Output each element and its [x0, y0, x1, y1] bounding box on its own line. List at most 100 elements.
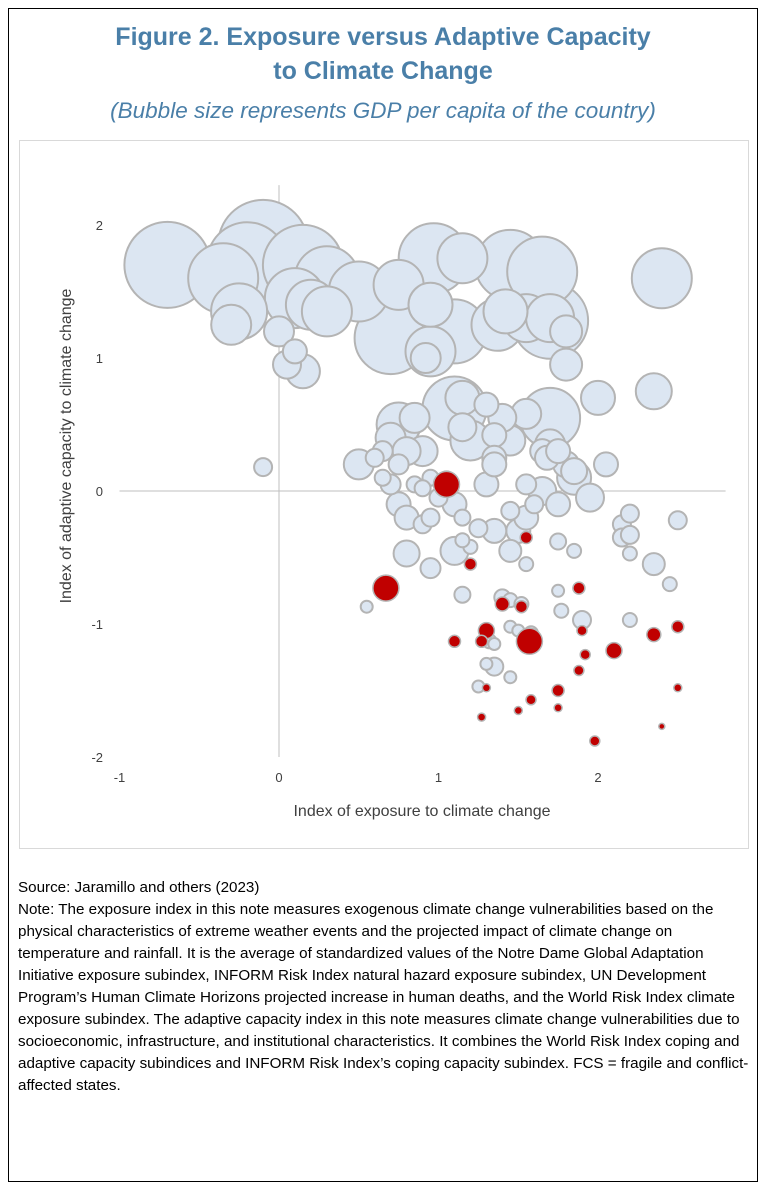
country-bubble	[413, 479, 432, 498]
country-bubble	[549, 347, 584, 382]
fcs-bubble	[589, 735, 601, 747]
fcs-bubble	[515, 627, 544, 656]
country-bubble	[281, 338, 308, 365]
x-axis-title: Index of exposure to climate change	[293, 803, 550, 820]
country-bubble	[661, 576, 678, 593]
fcs-bubble	[646, 626, 662, 643]
fcs-bubble	[494, 596, 511, 612]
country-bubble	[549, 314, 584, 349]
country-bubble	[444, 379, 481, 416]
country-bubble	[580, 379, 616, 416]
country-bubble	[359, 599, 374, 614]
fcs-bubble	[525, 694, 537, 706]
fcs-bubble	[573, 664, 585, 677]
country-bubble	[398, 401, 431, 434]
country-bubble	[500, 500, 521, 521]
country-bubble	[407, 281, 454, 328]
country-bubble	[566, 542, 583, 559]
country-bubble	[619, 524, 640, 545]
y-tick-label: 2	[96, 218, 103, 233]
x-tick-label: 1	[435, 770, 442, 785]
chart-area	[19, 140, 749, 849]
country-bubble	[518, 556, 535, 573]
note-text: Note: The exposure index in this note me…	[18, 901, 749, 1094]
source-text: Source: Jaramillo and others (2023)	[18, 879, 260, 896]
country-bubble	[364, 447, 385, 468]
country-bubble	[667, 510, 688, 531]
fcs-bubble	[463, 557, 478, 571]
chart-labels: -1 0 1 2 -2 -1 0 1 2 Index of exposure to climate…	[58, 218, 602, 820]
country-bubble	[551, 583, 566, 598]
x-tick-label: -1	[114, 770, 126, 785]
country-bubble	[253, 457, 274, 478]
country-bubble	[621, 612, 638, 628]
y-axis-title: Index of adaptive capacity to climate ch…	[58, 288, 75, 603]
y-tick-label: -1	[91, 617, 103, 632]
country-bubble	[481, 451, 508, 478]
country-bubble	[436, 232, 489, 285]
country-bubble	[503, 670, 518, 685]
country-bubble	[387, 453, 410, 476]
fcs-bubble	[553, 703, 563, 713]
country-bubble	[263, 315, 295, 348]
figure-notes: Source: Jaramillo and others (2023) Note…	[18, 877, 754, 1097]
country-bubble	[409, 342, 442, 374]
figure-title-line-1: Figure 2. Exposure versus Adaptive Capac…	[115, 23, 651, 51]
country-bubble	[560, 457, 589, 486]
country-bubble	[515, 473, 538, 496]
y-tick-label: -2	[91, 750, 103, 765]
fcs-bubble	[476, 712, 487, 722]
x-tick-label: 0	[275, 770, 282, 785]
country-bubble	[593, 451, 619, 478]
country-bubble	[473, 391, 500, 418]
country-bubble	[481, 422, 508, 449]
fcs-bubble	[576, 624, 588, 637]
country-bubble	[392, 539, 421, 568]
country-bubble	[454, 532, 471, 549]
country-bubble	[641, 552, 666, 577]
fcs-bubble	[513, 705, 524, 716]
fcs-bubble	[671, 619, 685, 634]
y-tick-label: 0	[96, 484, 103, 499]
figure-title: Figure 2. Exposure versus Adaptive Capac…	[0, 20, 766, 88]
fcs-bubble	[658, 722, 666, 731]
fcs-bubble	[474, 634, 489, 649]
fcs-bubble	[605, 641, 623, 660]
country-bubble	[553, 602, 570, 619]
fcs-bubble	[551, 683, 565, 698]
country-bubble	[419, 557, 442, 580]
y-tick-label: 1	[96, 351, 103, 366]
fcs-bubble	[514, 599, 529, 614]
figure-title-line-2: to Climate Change	[273, 57, 493, 85]
country-bubble	[545, 491, 572, 518]
scatter-chart: -1 0 1 2 -2 -1 0 1 2 Index of exposure to climate…	[58, 185, 726, 820]
fcs-bubble	[447, 634, 462, 649]
figure-frame	[8, 8, 758, 1182]
country-bubble	[524, 494, 545, 515]
country-bubble	[447, 412, 478, 443]
figure-subtitle: (Bubble size represents GDP per capita o…	[110, 98, 656, 123]
x-tick-label: 2	[594, 770, 601, 785]
country-bubble	[549, 532, 568, 551]
country-bubble	[498, 538, 523, 563]
fcs-bubble	[673, 683, 683, 693]
country-bubble	[468, 518, 489, 539]
chart-bubbles	[123, 198, 693, 747]
fcs-bubble	[572, 581, 586, 595]
country-bubble	[373, 468, 392, 487]
country-bubble	[479, 656, 494, 671]
country-bubble	[630, 247, 693, 310]
country-bubble	[634, 372, 673, 411]
fcs-bubble	[519, 530, 533, 545]
fcs-bubble	[372, 574, 400, 602]
country-bubble	[300, 285, 353, 338]
country-bubble	[545, 438, 572, 465]
country-bubble	[453, 508, 472, 527]
fcs-bubble	[579, 648, 591, 661]
fcs-bubble	[481, 683, 492, 693]
country-bubble	[619, 503, 640, 524]
country-bubble	[487, 637, 502, 651]
country-bubble	[482, 288, 529, 335]
country-bubble	[575, 482, 605, 513]
country-bubble	[420, 507, 441, 528]
